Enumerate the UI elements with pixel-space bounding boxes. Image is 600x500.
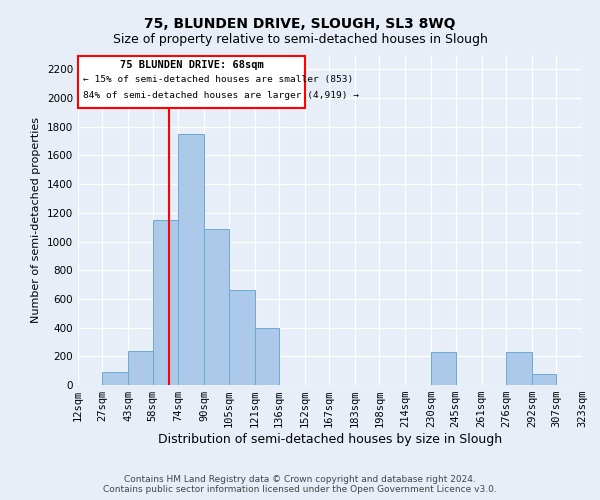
- FancyBboxPatch shape: [78, 56, 305, 108]
- Text: Size of property relative to semi-detached houses in Slough: Size of property relative to semi-detach…: [113, 32, 487, 46]
- Text: 84% of semi-detached houses are larger (4,919) →: 84% of semi-detached houses are larger (…: [83, 90, 359, 100]
- Bar: [431, 352, 455, 385]
- Text: 75 BLUNDEN DRIVE: 68sqm: 75 BLUNDEN DRIVE: 68sqm: [119, 60, 263, 70]
- X-axis label: Distribution of semi-detached houses by size in Slough: Distribution of semi-detached houses by …: [158, 433, 502, 446]
- Text: ← 15% of semi-detached houses are smaller (853): ← 15% of semi-detached houses are smalle…: [83, 75, 353, 84]
- Text: 75, BLUNDEN DRIVE, SLOUGH, SL3 8WQ: 75, BLUNDEN DRIVE, SLOUGH, SL3 8WQ: [144, 18, 456, 32]
- Bar: [532, 374, 556, 385]
- Bar: [103, 372, 128, 385]
- Bar: [152, 220, 178, 385]
- Bar: [506, 352, 532, 385]
- Bar: [229, 290, 254, 385]
- Bar: [205, 228, 229, 385]
- Text: Contains HM Land Registry data © Crown copyright and database right 2024.
Contai: Contains HM Land Registry data © Crown c…: [103, 474, 497, 494]
- Bar: [254, 328, 279, 385]
- Y-axis label: Number of semi-detached properties: Number of semi-detached properties: [31, 117, 41, 323]
- Bar: [128, 350, 152, 385]
- Bar: [178, 134, 205, 385]
